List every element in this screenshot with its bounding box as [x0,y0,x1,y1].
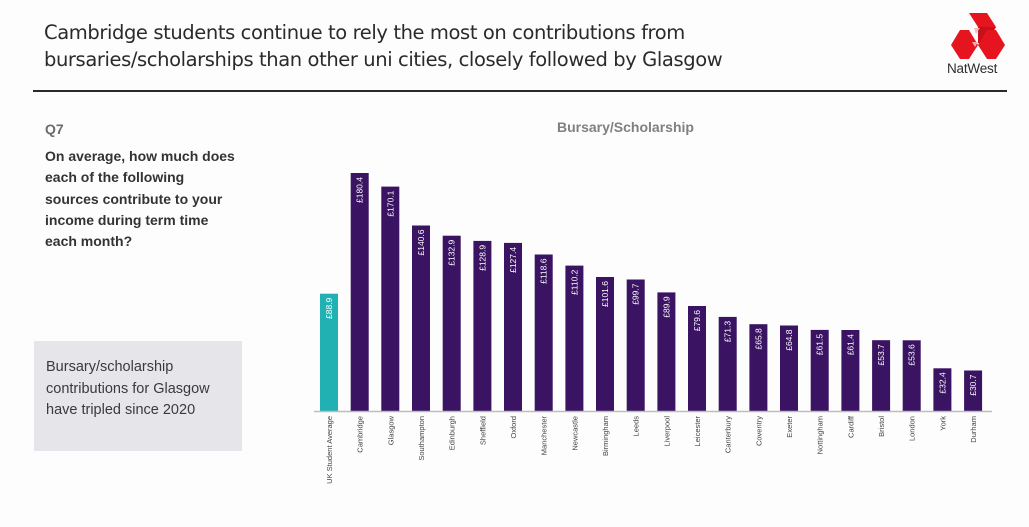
bar-leeds [626,279,645,411]
category-label-uk-student-average: UK Student Average [325,416,334,484]
data-label-nottingham: £61.5 [815,334,825,356]
category-label-cambridge: Cambridge [356,416,365,453]
data-label-oxford: £127.4 [508,247,518,273]
category-label-glasgow: Glasgow [386,415,395,445]
data-label-southampton: £140.6 [416,229,426,255]
category-label-oxford: Oxford [509,416,518,439]
data-label-canterbury: £71.3 [723,321,733,343]
category-label-manchester: Manchester [540,416,549,456]
data-label-leeds: £99.7 [631,283,641,305]
bar-nottingham [810,329,829,411]
data-label-york: £32.4 [937,372,947,394]
data-label-edinburgh: £132.9 [447,239,457,265]
bar-oxford [504,242,522,411]
category-label-london: London [908,416,917,441]
bar-exeter [780,325,798,411]
brand-name: NatWest [947,61,998,76]
callout-box: Bursary/scholarship contributions for Gl… [34,341,242,451]
bar-glasgow [381,186,400,411]
category-label-exeter: Exeter [785,416,794,438]
category-label-leicester: Leicester [693,416,702,447]
bars-group: £88.9 £180.4 £170.1 £140.6 £132.9 £128.9 £127.… [320,173,983,411]
bar-manchester [534,254,553,411]
data-label-leicester: £79.6 [692,310,702,332]
bar-newcastle [565,265,584,411]
data-label-uk-student-average: £88.9 [324,297,334,319]
bar-bristol [872,340,891,411]
headline-line-1: Cambridge students continue to rely the … [44,21,685,44]
bar-durham [964,370,983,411]
category-label-nottingham: Nottingham [816,416,825,454]
bar-southampton [412,225,430,411]
data-label-durham: £30.7 [968,374,978,396]
bar-canterbury [718,316,737,411]
bar-york [933,368,952,411]
bar-liverpool [657,292,676,411]
category-label-bristol: Bristol [877,416,886,437]
category-label-southampton: Southampton [417,416,426,461]
category-label-cardiff: Cardiff [846,415,855,438]
bar-birmingham [596,277,614,411]
category-label-coventry: Coventry [754,416,763,446]
data-label-bristol: £53.7 [876,344,886,366]
data-label-liverpool: £89.9 [661,296,671,318]
bar-cambridge [350,173,369,411]
category-labels-group: UK Student Average Cambridge Glasgow Southa… [325,415,978,484]
data-label-london: £53.6 [907,344,917,366]
data-label-cambridge: £180.4 [355,177,365,203]
data-label-newcastle: £110.2 [569,269,579,295]
category-label-durham: Durham [969,416,978,443]
category-label-birmingham: Birmingham [601,416,610,456]
bar-cardiff [841,330,860,411]
category-label-sheffield: Sheffield [478,416,487,445]
header-divider [33,90,1007,92]
question-number: Q7 [45,121,64,137]
data-label-coventry: £65.8 [753,328,763,350]
bar-coventry [749,324,768,411]
slide-headline: Cambridge students continue to rely the … [44,19,744,73]
category-label-edinburgh: Edinburgh [448,416,457,450]
category-label-liverpool: Liverpool [662,416,671,447]
bar-leicester [688,306,706,411]
data-label-manchester: £118.6 [539,258,549,284]
data-label-sheffield: £128.9 [477,245,487,271]
callout-text: Bursary/scholarship contributions for Gl… [46,359,210,418]
bar-uk-student-average [320,293,338,411]
data-label-glasgow: £170.1 [385,190,395,216]
data-label-birmingham: £101.6 [600,281,610,307]
category-label-leeds: Leeds [632,416,641,437]
headline-line-2: bursaries/scholarships than other uni ci… [44,48,723,71]
category-label-newcastle: Newcastle [570,416,579,451]
chart-title: Bursary/Scholarship [557,119,694,135]
data-label-exeter: £64.8 [784,329,794,351]
question-text: On average, how much does each of the fo… [45,148,235,250]
data-label-cardiff: £61.4 [845,334,855,356]
natwest-logo-icon [951,13,1005,59]
category-label-york: York [938,416,947,431]
bar-edinburgh [442,235,461,411]
bar-sheffield [473,240,492,411]
bar-london [902,340,921,411]
category-label-canterbury: Canterbury [724,416,733,453]
